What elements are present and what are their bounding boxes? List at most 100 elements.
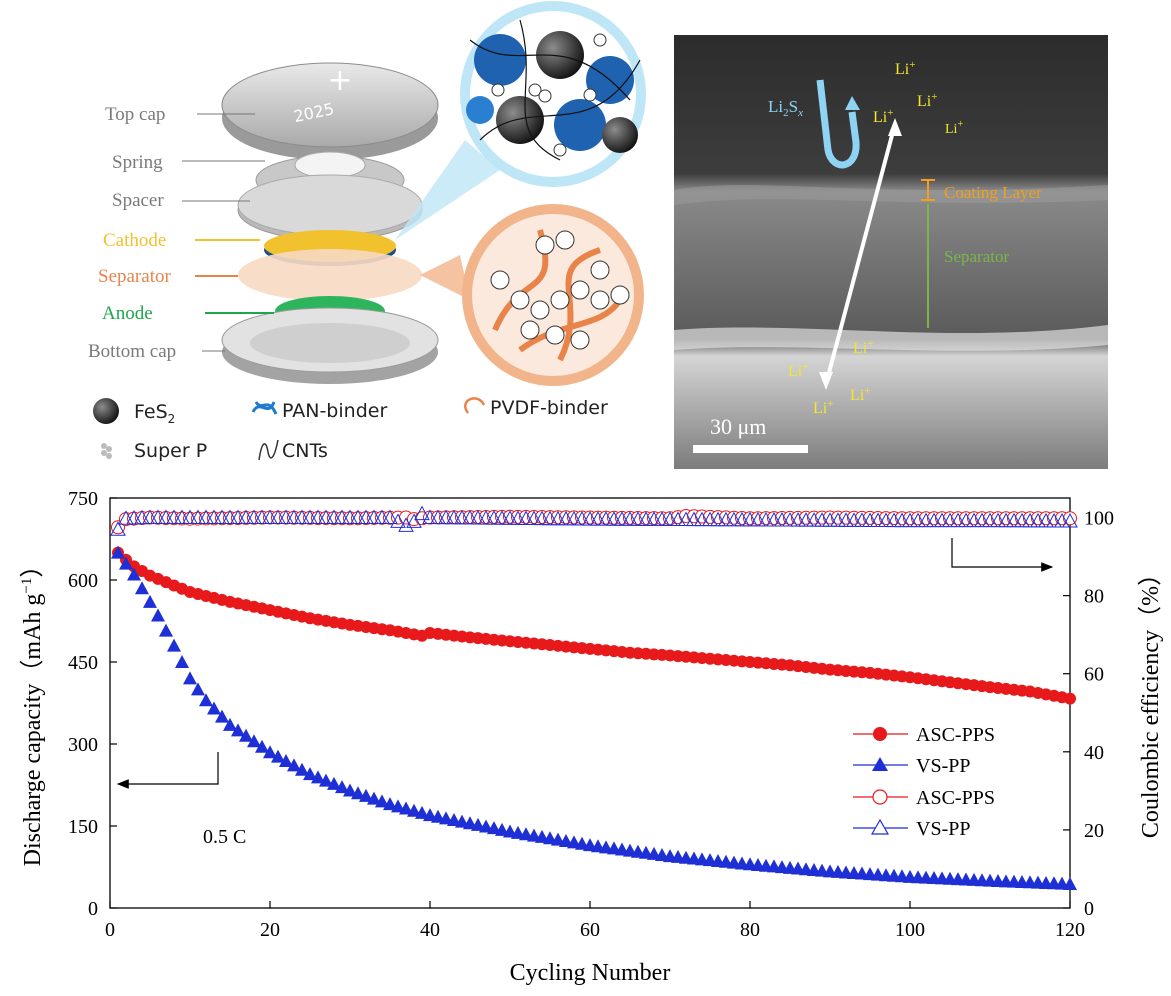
data-point	[502, 510, 518, 525]
legend-label: ASC-PPS	[916, 724, 995, 746]
data-point	[254, 509, 270, 525]
data-point	[774, 511, 790, 527]
x-tick-label: 40	[420, 919, 440, 941]
cycling-chart: 0 20 40 60 80 100 120 0 150 300 450 600 750 0 20 40 60…	[19, 488, 1164, 986]
data-point	[958, 512, 974, 528]
data-point	[383, 797, 397, 811]
super-p-icon	[101, 443, 112, 459]
data-point	[702, 511, 718, 527]
x-tick-label: 0	[105, 919, 115, 941]
data-point	[366, 509, 382, 525]
label-bottom-cap: Bottom cap	[88, 341, 176, 362]
data-point	[438, 509, 454, 525]
x-tick-label: 80	[740, 919, 760, 941]
data-point	[206, 509, 222, 525]
legend-fes2-subscript: 2	[168, 412, 176, 426]
part-labels: Top cap Spring Spacer Cathode Separator …	[88, 104, 176, 362]
data-point	[854, 512, 870, 527]
data-point	[238, 509, 254, 525]
data-point	[454, 509, 470, 525]
data-point	[295, 762, 309, 776]
legend-marker-asc-pps-ce	[872, 789, 888, 805]
data-point	[1022, 512, 1038, 528]
data-point	[223, 717, 237, 731]
data-point	[862, 512, 878, 527]
data-point	[390, 513, 406, 528]
data-point	[214, 509, 230, 525]
data-point	[334, 509, 350, 525]
data-point	[270, 509, 286, 525]
data-point	[166, 509, 182, 525]
data-point	[278, 509, 294, 525]
label-top-cap: Top cap	[105, 104, 165, 125]
data-point	[415, 805, 429, 819]
data-point	[1062, 512, 1078, 528]
material-legend: FeS2 PAN-binder PVDF-binder Super P CNTs	[93, 397, 608, 462]
data-point	[798, 512, 814, 527]
li-ion-label: Li+	[813, 398, 833, 417]
left-axis-indicator	[116, 752, 219, 789]
data-point	[646, 511, 662, 526]
y-axis-right: 0 20 40 60 80 100	[1063, 508, 1114, 920]
data-point	[670, 511, 686, 527]
data-point	[231, 723, 245, 737]
data-point	[151, 608, 165, 622]
data-point	[302, 509, 318, 525]
pan-binder-icon	[251, 401, 278, 415]
data-point	[239, 728, 253, 742]
data-point	[1014, 512, 1030, 528]
data-point	[654, 511, 670, 526]
label-separator: Separator	[98, 266, 171, 287]
label-cathode: Cathode	[103, 230, 166, 251]
data-point	[806, 512, 822, 527]
data-point	[838, 512, 854, 527]
data-point	[814, 512, 830, 527]
legend-fes2-label: FeS	[134, 401, 168, 423]
series-vs-pp-right	[110, 505, 1078, 536]
data-point	[118, 510, 134, 525]
data-point	[406, 513, 422, 528]
li-ion-label: Li+	[945, 119, 963, 137]
y-tick-label: 600	[68, 570, 98, 592]
data-point	[351, 786, 365, 800]
data-point	[167, 638, 181, 652]
chart-legend: ASC-PPS VS-PP ASC-PPS VS-PP	[853, 724, 995, 840]
data-point	[462, 509, 478, 525]
data-point	[1038, 512, 1054, 528]
separator-microstructure	[490, 229, 630, 362]
data-point	[1054, 512, 1070, 528]
data-point	[463, 816, 477, 830]
data-point	[1046, 512, 1062, 528]
data-point	[1064, 692, 1076, 705]
data-point	[222, 509, 238, 525]
data-point	[246, 509, 262, 525]
data-point	[335, 780, 349, 794]
data-point	[750, 511, 766, 527]
y-tick-label: 0	[88, 898, 98, 920]
data-point	[558, 510, 574, 526]
data-point	[143, 594, 157, 608]
series-vs-pp-left	[111, 545, 1077, 890]
label-anode: Anode	[102, 303, 153, 324]
data-point	[183, 671, 197, 685]
data-point	[319, 773, 333, 787]
data-point	[430, 509, 446, 525]
y2-tick-label: 60	[1084, 664, 1104, 686]
data-point	[198, 509, 214, 525]
scale-bar-label: 30 μm	[710, 414, 766, 439]
data-point	[446, 509, 462, 525]
data-point	[207, 701, 221, 715]
data-point	[119, 556, 133, 570]
y2-tick-label: 100	[1084, 508, 1114, 530]
data-point	[286, 509, 302, 525]
data-point	[263, 745, 277, 759]
data-point	[174, 509, 190, 525]
data-point	[303, 767, 317, 781]
data-point	[126, 509, 142, 525]
data-point	[1063, 876, 1077, 890]
cathode-microstructure	[466, 19, 641, 161]
legend-marker-asc-pps-capacity	[873, 727, 887, 741]
y-axis-title: Discharge capacity（mAh g−1）	[19, 554, 46, 867]
data-point	[710, 511, 726, 527]
